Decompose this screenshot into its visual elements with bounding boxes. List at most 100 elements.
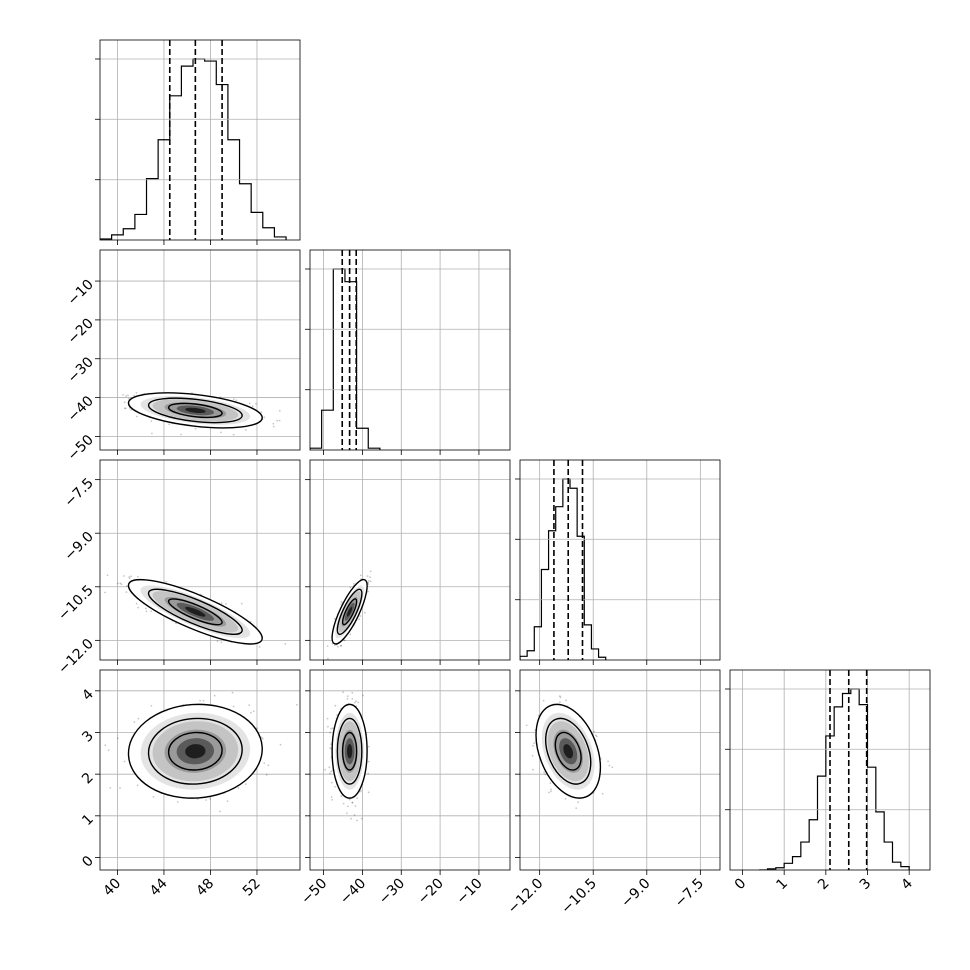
scatter-point [354, 701, 356, 704]
joint-content [104, 574, 287, 648]
scatter-point [150, 420, 153, 422]
hist-panel-3: 0 1 2 3 4 [725, 669, 931, 894]
scatter-point [237, 787, 240, 789]
panel-frame [309, 669, 511, 871]
scatter-point [608, 764, 611, 767]
scatter-point [340, 600, 343, 603]
scatter-point [327, 657, 329, 660]
scatter-point [369, 570, 372, 573]
scatter-point [263, 762, 266, 764]
scatter-point [611, 766, 614, 769]
scatter-point [296, 703, 298, 706]
scatter-point [202, 699, 205, 702]
hist-panel-1 [305, 249, 511, 455]
scatter-point [258, 646, 261, 648]
panel-frame [99, 39, 301, 241]
scatter-point [231, 691, 234, 694]
scatter-point [558, 695, 561, 697]
scatter-point [346, 812, 348, 815]
scatter-point [593, 730, 595, 733]
scatter-point [366, 575, 369, 577]
density-fill [127, 703, 263, 799]
x-tick-label: −10 [454, 876, 486, 908]
scatter-point [358, 618, 360, 621]
scatter-point [565, 699, 567, 702]
x-tick-label: 52 [240, 876, 264, 900]
joint-panel-3-0: 40 44 48 52 0 1 2 3 4 [79, 669, 301, 900]
scatter-point [168, 423, 171, 426]
contour-line [147, 397, 243, 424]
x-tick-label: −30 [376, 876, 408, 908]
hist-panel-2 [515, 459, 721, 665]
scatter-point [272, 425, 275, 428]
scatter-point [349, 633, 352, 636]
scatter-point [525, 724, 528, 727]
scatter-point [531, 754, 534, 757]
scatter-point [135, 602, 138, 605]
scatter-point [119, 582, 122, 585]
scatter-point [119, 787, 121, 789]
panel-frame [99, 669, 301, 871]
scatter-point [120, 583, 123, 586]
scatter-point [351, 691, 354, 694]
x-tick-label: 2 [815, 876, 833, 894]
contour-line [127, 392, 263, 429]
scatter-point [360, 817, 363, 820]
y-tick-label: −9.0 [61, 529, 96, 564]
joint-content [326, 570, 372, 660]
x-tick-label: −20 [415, 876, 447, 908]
scatter-point [542, 699, 545, 702]
scatter-point [235, 399, 238, 402]
scatter-point [130, 575, 133, 578]
contour-line [545, 717, 592, 785]
y-tick-label: −7.5 [61, 475, 96, 510]
density-level [185, 407, 206, 414]
scatter-point [577, 801, 579, 804]
scatter-point [347, 805, 349, 808]
x-tick-label: 48 [193, 876, 217, 900]
scatter-point [367, 590, 370, 593]
scatter-point [340, 795, 343, 798]
scatter-point [559, 696, 562, 699]
scatter-point [232, 433, 235, 436]
scatter-point [194, 427, 197, 430]
scatter-point [209, 798, 211, 800]
joint-panel-2-0: −12.0 −10.5 −9.0 −7.5 [55, 459, 301, 678]
scatter-point [240, 602, 243, 605]
contour-line [554, 731, 582, 771]
contour-line [127, 578, 263, 645]
scatter-point [334, 704, 337, 707]
panel-frame [519, 459, 721, 661]
scatter-point [165, 580, 168, 583]
scatter-point [272, 422, 275, 425]
scatter-point [329, 772, 331, 775]
scatter-point [250, 711, 252, 714]
contour-line [535, 703, 602, 799]
scatter-point [367, 772, 370, 775]
contour-line [341, 731, 358, 771]
contour-line [341, 598, 358, 626]
scatter-point [346, 695, 349, 697]
scatter-point [340, 644, 342, 647]
y-tick-label: −10.5 [55, 582, 97, 624]
scatter-point [550, 790, 552, 793]
density-fill [331, 703, 368, 799]
density-level [346, 744, 353, 759]
density-fill [127, 392, 263, 429]
y-tick-label: −12.0 [55, 636, 97, 678]
y-tick-label: −40 [65, 393, 97, 425]
scatter-point [255, 402, 257, 405]
x-tick-label: −40 [337, 876, 369, 908]
y-tick-label: 1 [79, 811, 97, 829]
scatter-point [330, 781, 333, 784]
scatter-point [351, 698, 354, 700]
scatter-point [359, 615, 362, 617]
scatter-point [564, 798, 567, 800]
contour-line [336, 717, 363, 785]
contour-line [167, 598, 223, 626]
x-tick-label: −50 [298, 876, 330, 908]
scatter-point [151, 432, 153, 435]
scatter-point [122, 575, 125, 577]
scatter-point [137, 606, 140, 609]
